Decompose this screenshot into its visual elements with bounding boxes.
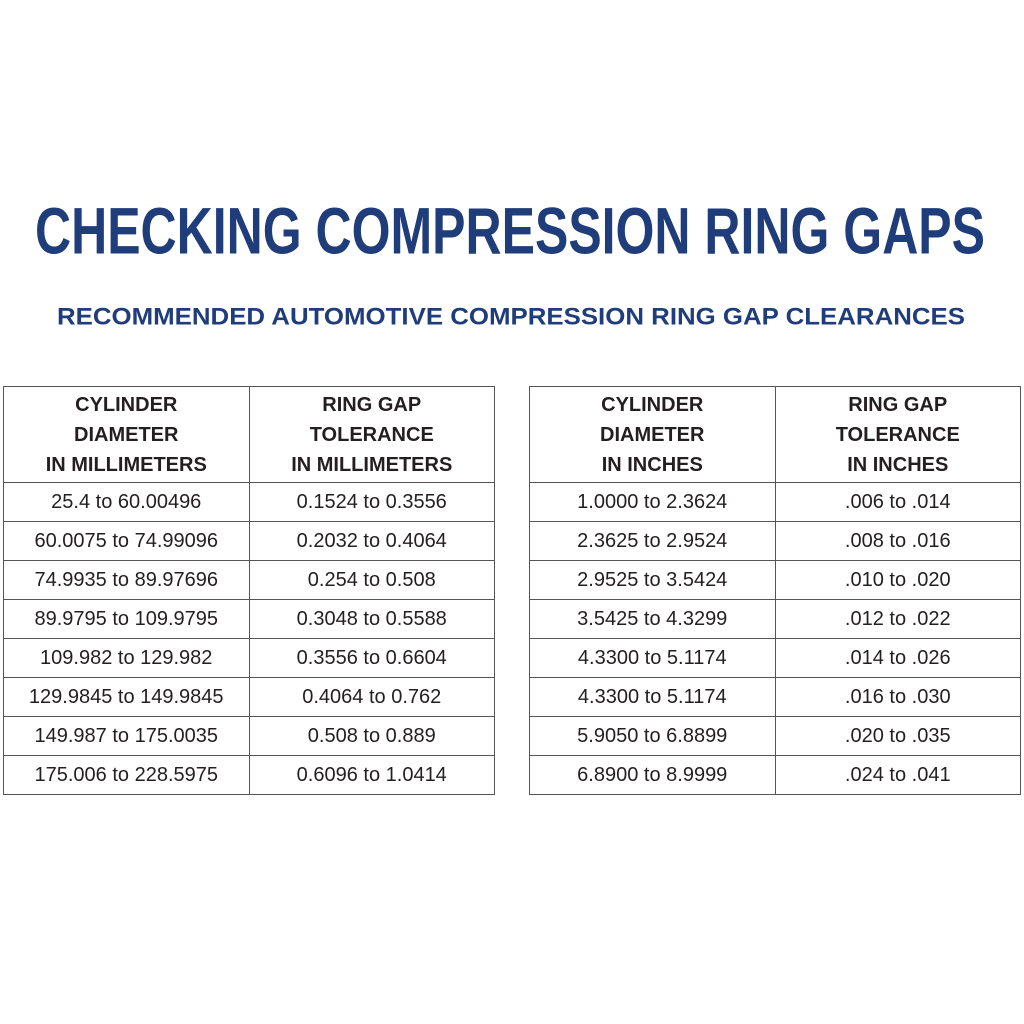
cell: 0.6096 to 1.0414 [248, 755, 495, 795]
table: CYLINDER DIAMETER IN INCHES RING GAP TOLERAN… [529, 386, 1021, 795]
cell: 0.3048 to 0.5588 [248, 599, 495, 639]
row: 6.8900 to 8.9999.024 to .041 [529, 755, 1021, 795]
row: 2.9525 to 3.5424.010 to .020 [529, 560, 1021, 600]
table: CYLINDER DIAMETER IN MILLIMETERS RING GAP TO… [3, 386, 495, 795]
row: 1.0000 to 2.3624.006 to .014 [529, 482, 1021, 522]
header-line: RING GAP [322, 393, 422, 416]
cell: 60.0075 to 74.99096 [3, 521, 250, 561]
header-row: CYLINDER DIAMETER IN MILLIMETERS RING GAP TO… [3, 386, 495, 483]
cell: 25.4 to 60.00496 [3, 482, 250, 522]
cell: 5.9050 to 6.8899 [529, 716, 776, 756]
row: 109.982 to 129.982 0.3556 to 0.6604 [3, 638, 495, 678]
row: 2.3625 to 2.9524.008 to .016 [529, 521, 1021, 561]
cell: 149.987 to 175.0035 [3, 716, 250, 756]
header-row: CYLINDER DIAMETER IN INCHES RING GAP TOLERAN… [529, 386, 1021, 483]
subtitle: RECOMMENDED AUTOMOTIVE COMPRESSION RING … [57, 303, 965, 330]
cell: 3.5425 to 4.3299 [529, 599, 776, 639]
row: 25.4 to 60.00496 0.1524 to 0.3556 [3, 482, 495, 522]
row: 4.3300 to 5.1174.014 to .026 [529, 638, 1021, 678]
cell: 175.006 to 228.5975 [3, 755, 250, 795]
row: 89.9795 to 109.9795 0.3048 to 0.5588 [3, 599, 495, 639]
row: 5.9050 to 6.8899.020 to .035 [529, 716, 1021, 756]
cell: 129.9845 to 149.9845 [3, 677, 250, 717]
header-line: RING GAP [848, 393, 948, 416]
header-line: IN INCHES [601, 453, 703, 476]
header-cell: RING GAP TOLERANCE IN INCHES [774, 386, 1021, 483]
cell: 0.254 to 0.508 [248, 560, 495, 600]
row: 60.0075 to 74.99096 0.2032 to 0.4064 [3, 521, 495, 561]
cell: .024 to .041 [774, 755, 1021, 795]
cell: 6.8900 to 8.9999 [529, 755, 776, 795]
header-line: IN INCHES [847, 453, 949, 476]
cell: 0.4064 to 0.762 [248, 677, 495, 717]
cell: 2.3625 to 2.9524 [529, 521, 776, 561]
cell: .020 to .035 [774, 716, 1021, 756]
header-line: CYLINDER [75, 393, 178, 416]
cell: .008 to .016 [774, 521, 1021, 561]
heading: CHECKING COMPRESSION RING GAPS RECOMMEND… [35, 193, 985, 330]
cell: .006 to .014 [774, 482, 1021, 522]
cell: 2.9525 to 3.5424 [529, 560, 776, 600]
cell: 89.9795 to 109.9795 [3, 599, 250, 639]
header-line: IN MILLIMETERS [291, 453, 453, 476]
header-cell: RING GAP TOLERANCE IN MILLIMETERS [248, 386, 495, 483]
header-cell: CYLINDER DIAMETER IN INCHES [529, 386, 776, 483]
cell: 1.0000 to 2.3624 [529, 482, 776, 522]
cell: 74.9935 to 89.97696 [3, 560, 250, 600]
cell: 0.1524 to 0.3556 [248, 482, 495, 522]
header-line: TOLERANCE [309, 423, 434, 446]
row: 149.987 to 175.0035 0.508 to 0.889 [3, 716, 495, 756]
cell: .010 to .020 [774, 560, 1021, 600]
cell: 0.2032 to 0.4064 [248, 521, 495, 561]
header-line: IN MILLIMETERS [45, 453, 207, 476]
cell: 0.508 to 0.889 [248, 716, 495, 756]
row: 175.006 to 228.5975 0.6096 to 1.0414 [3, 755, 495, 795]
header-line: CYLINDER [601, 393, 704, 416]
header-line: DIAMETER [74, 423, 179, 446]
header-line: DIAMETER [600, 423, 705, 446]
cell: 4.3300 to 5.1174 [529, 638, 776, 678]
title: CHECKING COMPRESSION RING GAPS [35, 193, 985, 267]
row: 74.9935 to 89.97696 0.254 to 0.508 [3, 560, 495, 600]
cell: 4.3300 to 5.1174 [529, 677, 776, 717]
cell: 109.982 to 129.982 [3, 638, 250, 678]
cell: .016 to .030 [774, 677, 1021, 717]
row: 3.5425 to 4.3299.012 to .022 [529, 599, 1021, 639]
row: 4.3300 to 5.1174.016 to .030 [529, 677, 1021, 717]
header-cell: CYLINDER DIAMETER IN MILLIMETERS [3, 386, 250, 483]
header-line: TOLERANCE [835, 423, 960, 446]
cell: 0.3556 to 0.6604 [248, 638, 495, 678]
cell: .014 to .026 [774, 638, 1021, 678]
cell: .012 to .022 [774, 599, 1021, 639]
row: 129.9845 to 149.9845 0.4064 to 0.762 [3, 677, 495, 717]
